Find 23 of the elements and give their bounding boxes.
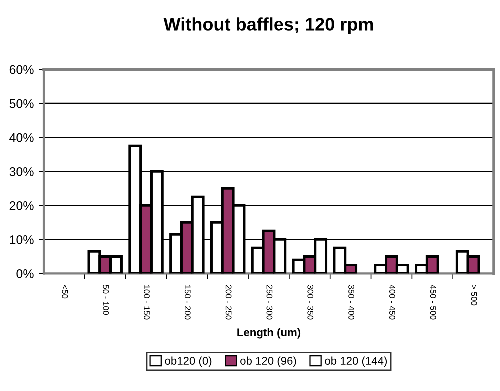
- x-tick-label: 50 - 100: [103, 285, 110, 316]
- legend-label: ob 120 (144): [325, 356, 388, 368]
- legend-label: ob120 (0): [165, 356, 212, 368]
- x-tick-label: 100 - 150: [144, 285, 150, 320]
- x-tick-label: 200 - 250: [226, 285, 232, 320]
- y-tick-label: 0%: [16, 270, 34, 278]
- x-tick-label: 250 - 300: [266, 285, 273, 320]
- y-tick-label: 60%: [10, 65, 34, 74]
- x-tick-label: <50: [62, 285, 68, 299]
- y-tick-label: 20%: [10, 201, 34, 210]
- y-tick-label: 40%: [10, 133, 34, 142]
- legend-label: ob 120 (96): [240, 356, 296, 368]
- x-tick-label: 450 - 500: [430, 285, 436, 320]
- x-tick-label: 400 - 450: [389, 285, 396, 320]
- x-axis-title: Length (um): [238, 328, 301, 339]
- x-tick-label: 150 - 200: [184, 285, 191, 320]
- chart-title: Without baffles; 120 rpm: [164, 18, 374, 34]
- y-tick-label: 50%: [10, 99, 34, 108]
- x-tick-label: 350 - 400: [348, 285, 354, 320]
- y-tick-label: 10%: [10, 235, 34, 244]
- x-tick-label: 300 - 350: [308, 285, 314, 320]
- x-tick-label: > 500: [471, 285, 478, 306]
- y-tick-label: 30%: [10, 167, 34, 176]
